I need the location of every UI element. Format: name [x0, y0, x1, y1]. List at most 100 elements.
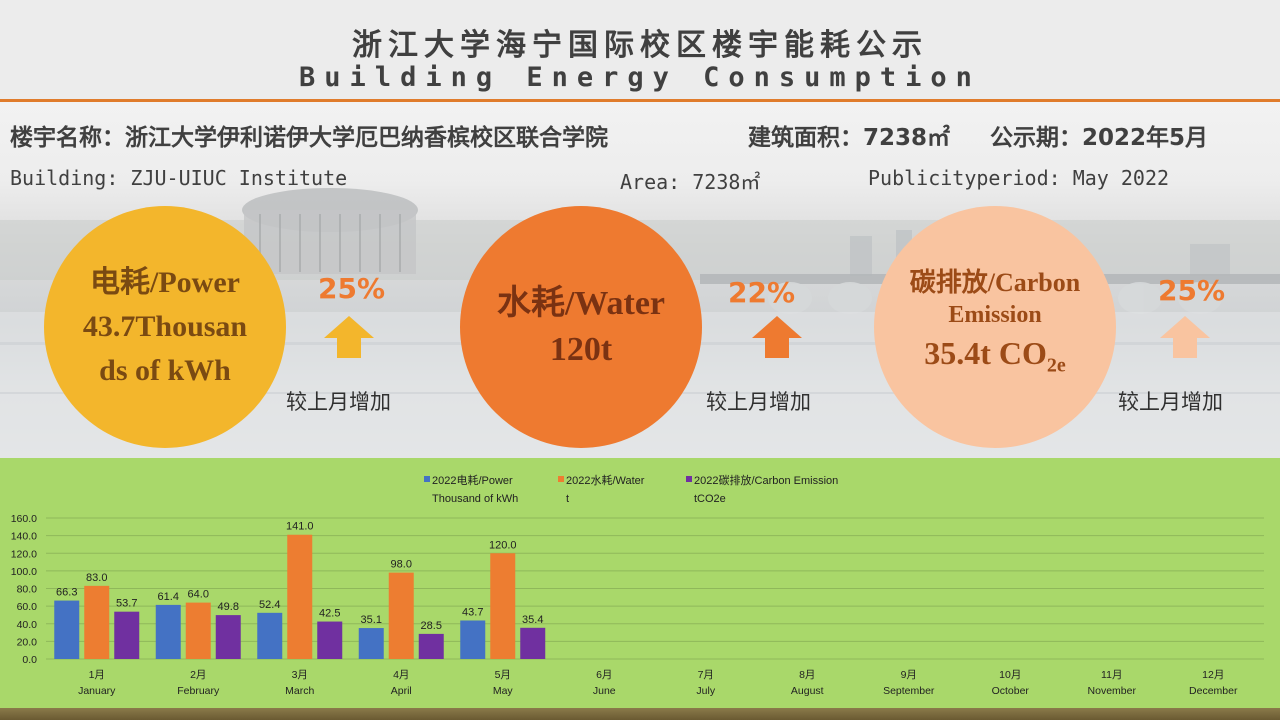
y-tick-label: 60.0 — [17, 601, 38, 613]
x-tick-label-cn: 12月 — [1202, 669, 1224, 681]
building-name-cn: 楼宇名称：浙江大学伊利诺伊大学厄巴纳香槟校区联合学院 — [10, 125, 608, 151]
building-area-cn: 建筑面积：7238㎡ — [748, 125, 951, 151]
x-tick-label-cn: 10月 — [999, 669, 1021, 681]
x-tick-label-cn: 2月 — [190, 669, 206, 681]
publicity-period-en: Publicityperiod: May 2022 — [868, 166, 1170, 190]
carbon-title-line2: Emission — [948, 301, 1042, 328]
water-up-arrow-icon — [752, 316, 802, 358]
data-label: 64.0 — [188, 589, 209, 601]
bar — [287, 534, 313, 659]
y-tick-label: 80.0 — [17, 584, 38, 596]
bar — [317, 621, 343, 659]
y-tick-label: 120.0 — [11, 548, 37, 560]
data-label: 83.0 — [86, 572, 107, 584]
y-tick-label: 20.0 — [17, 636, 38, 648]
power-change-label: 较上月增加 — [286, 390, 391, 414]
x-tick-label-cn: 8月 — [799, 669, 815, 681]
x-tick-label-en: February — [177, 685, 220, 697]
carbon-up-arrow-icon — [1160, 316, 1210, 358]
x-tick-label-en: January — [78, 685, 116, 697]
header-divider — [0, 99, 1280, 102]
monthly-consumption-bar-chart: 0.0 20.0 40.0 60.0 80.0 100.0 120.0 140.0 160.0 2… — [11, 473, 1264, 697]
x-tick-label-en: September — [883, 685, 935, 697]
legend-label-unit: t — [566, 493, 569, 505]
metrics-panel: 楼宇名称：浙江大学伊利诺伊大学厄巴纳香槟校区联合学院 建筑面积：7238㎡ 公示… — [0, 102, 1280, 458]
page-title-cn: 浙江大学海宁国际校区楼宇能耗公示 — [352, 28, 928, 63]
power-up-arrow-icon — [324, 316, 374, 358]
data-label: 53.7 — [116, 598, 137, 610]
x-tick-label-en: May — [493, 685, 514, 697]
x-tick-label-cn: 1月 — [89, 669, 105, 681]
y-tick-label: 100.0 — [11, 566, 37, 578]
y-tick-label: 160.0 — [11, 513, 37, 525]
data-label: 42.5 — [319, 608, 340, 620]
legend-label: 2022水耗/Water — [566, 474, 645, 487]
bar — [520, 627, 546, 659]
x-tick-label-en: December — [1189, 685, 1238, 697]
y-tick-label: 0.0 — [22, 654, 37, 666]
x-tick-label-en: April — [391, 685, 412, 697]
carbon-value: 35.4t CO2e — [924, 330, 1066, 388]
bar — [460, 620, 486, 659]
x-tick-label-cn: 4月 — [393, 669, 409, 681]
y-tick-label: 140.0 — [11, 531, 37, 543]
bar — [257, 612, 283, 659]
legend-swatch — [558, 476, 564, 482]
legend-label-unit: tCO2e — [694, 493, 726, 505]
data-label: 35.4 — [522, 614, 543, 626]
x-tick-label-en: October — [992, 685, 1030, 697]
x-tick-label-en: March — [285, 685, 314, 697]
data-label: 43.7 — [462, 606, 483, 618]
data-label: 61.4 — [158, 591, 179, 603]
data-label: 141.0 — [286, 521, 314, 533]
carbon-change-percent: 25% — [1158, 274, 1226, 307]
water-value: 120t — [549, 331, 613, 368]
legend-swatch — [424, 476, 430, 482]
carbon-metric-circle: 碳排放/Carbon Emission 35.4t CO2e — [874, 206, 1116, 448]
building-area-en: Area: 7238㎡ — [620, 170, 761, 194]
x-tick-label-cn: 9月 — [901, 669, 917, 681]
power-metric-circle: 电耗/Power 43.7Thousan ds of kWh — [44, 206, 286, 448]
water-title: 水耗/Water — [496, 285, 666, 322]
y-tick-label: 40.0 — [17, 619, 38, 631]
bar — [114, 611, 140, 659]
publicity-period-cn: 公示期：2022年5月 — [990, 125, 1209, 151]
x-tick-label-cn: 3月 — [292, 669, 308, 681]
x-tick-label-en: July — [696, 685, 715, 697]
x-tick-label-en: November — [1088, 685, 1137, 697]
data-label: 28.5 — [421, 620, 442, 632]
carbon-value-main: 35.4t CO — [924, 334, 1047, 371]
water-metric-circle: 水耗/Water 120t — [460, 206, 702, 448]
legend-swatch — [686, 476, 692, 482]
data-label: 49.8 — [218, 601, 239, 613]
bar — [358, 628, 384, 659]
carbon-value-subscript: 2e — [1046, 354, 1066, 377]
carbon-title: 碳排放/Carbon — [909, 267, 1081, 297]
x-tick-label-cn: 6月 — [596, 669, 612, 681]
bar — [54, 600, 80, 659]
power-title: 电耗/Power — [90, 266, 240, 299]
data-label: 98.0 — [391, 559, 412, 571]
legend-label: 2022电耗/Power — [432, 474, 513, 487]
x-tick-label-en: August — [791, 685, 824, 697]
power-change-percent: 25% — [318, 272, 386, 305]
water-change-label: 较上月增加 — [706, 390, 811, 414]
header: 浙江大学海宁国际校区楼宇能耗公示 Building Energy Consump… — [0, 0, 1280, 102]
page-title-en: Building Energy Consumption — [299, 62, 981, 93]
carbon-change-label: 较上月增加 — [1118, 390, 1223, 414]
monthly-chart-panel: 0.0 20.0 40.0 60.0 80.0 100.0 120.0 140.0 160.0 2… — [0, 458, 1280, 720]
bar — [155, 604, 181, 659]
power-value-line2: ds of kWh — [99, 354, 231, 387]
water-change-percent: 22% — [728, 276, 796, 309]
bar — [388, 572, 414, 659]
bar — [418, 633, 444, 659]
legend-label: 2022碳排放/Carbon Emission — [694, 473, 838, 487]
x-tick-label-cn: 5月 — [495, 669, 511, 681]
bar — [84, 585, 110, 659]
bar — [185, 602, 211, 659]
bar — [215, 615, 241, 659]
power-value-line1: 43.7Thousan — [82, 310, 248, 343]
x-tick-label-en: June — [593, 685, 616, 697]
building-name-en: Building: ZJU-UIUC Institute — [10, 166, 348, 190]
bar — [490, 553, 516, 659]
